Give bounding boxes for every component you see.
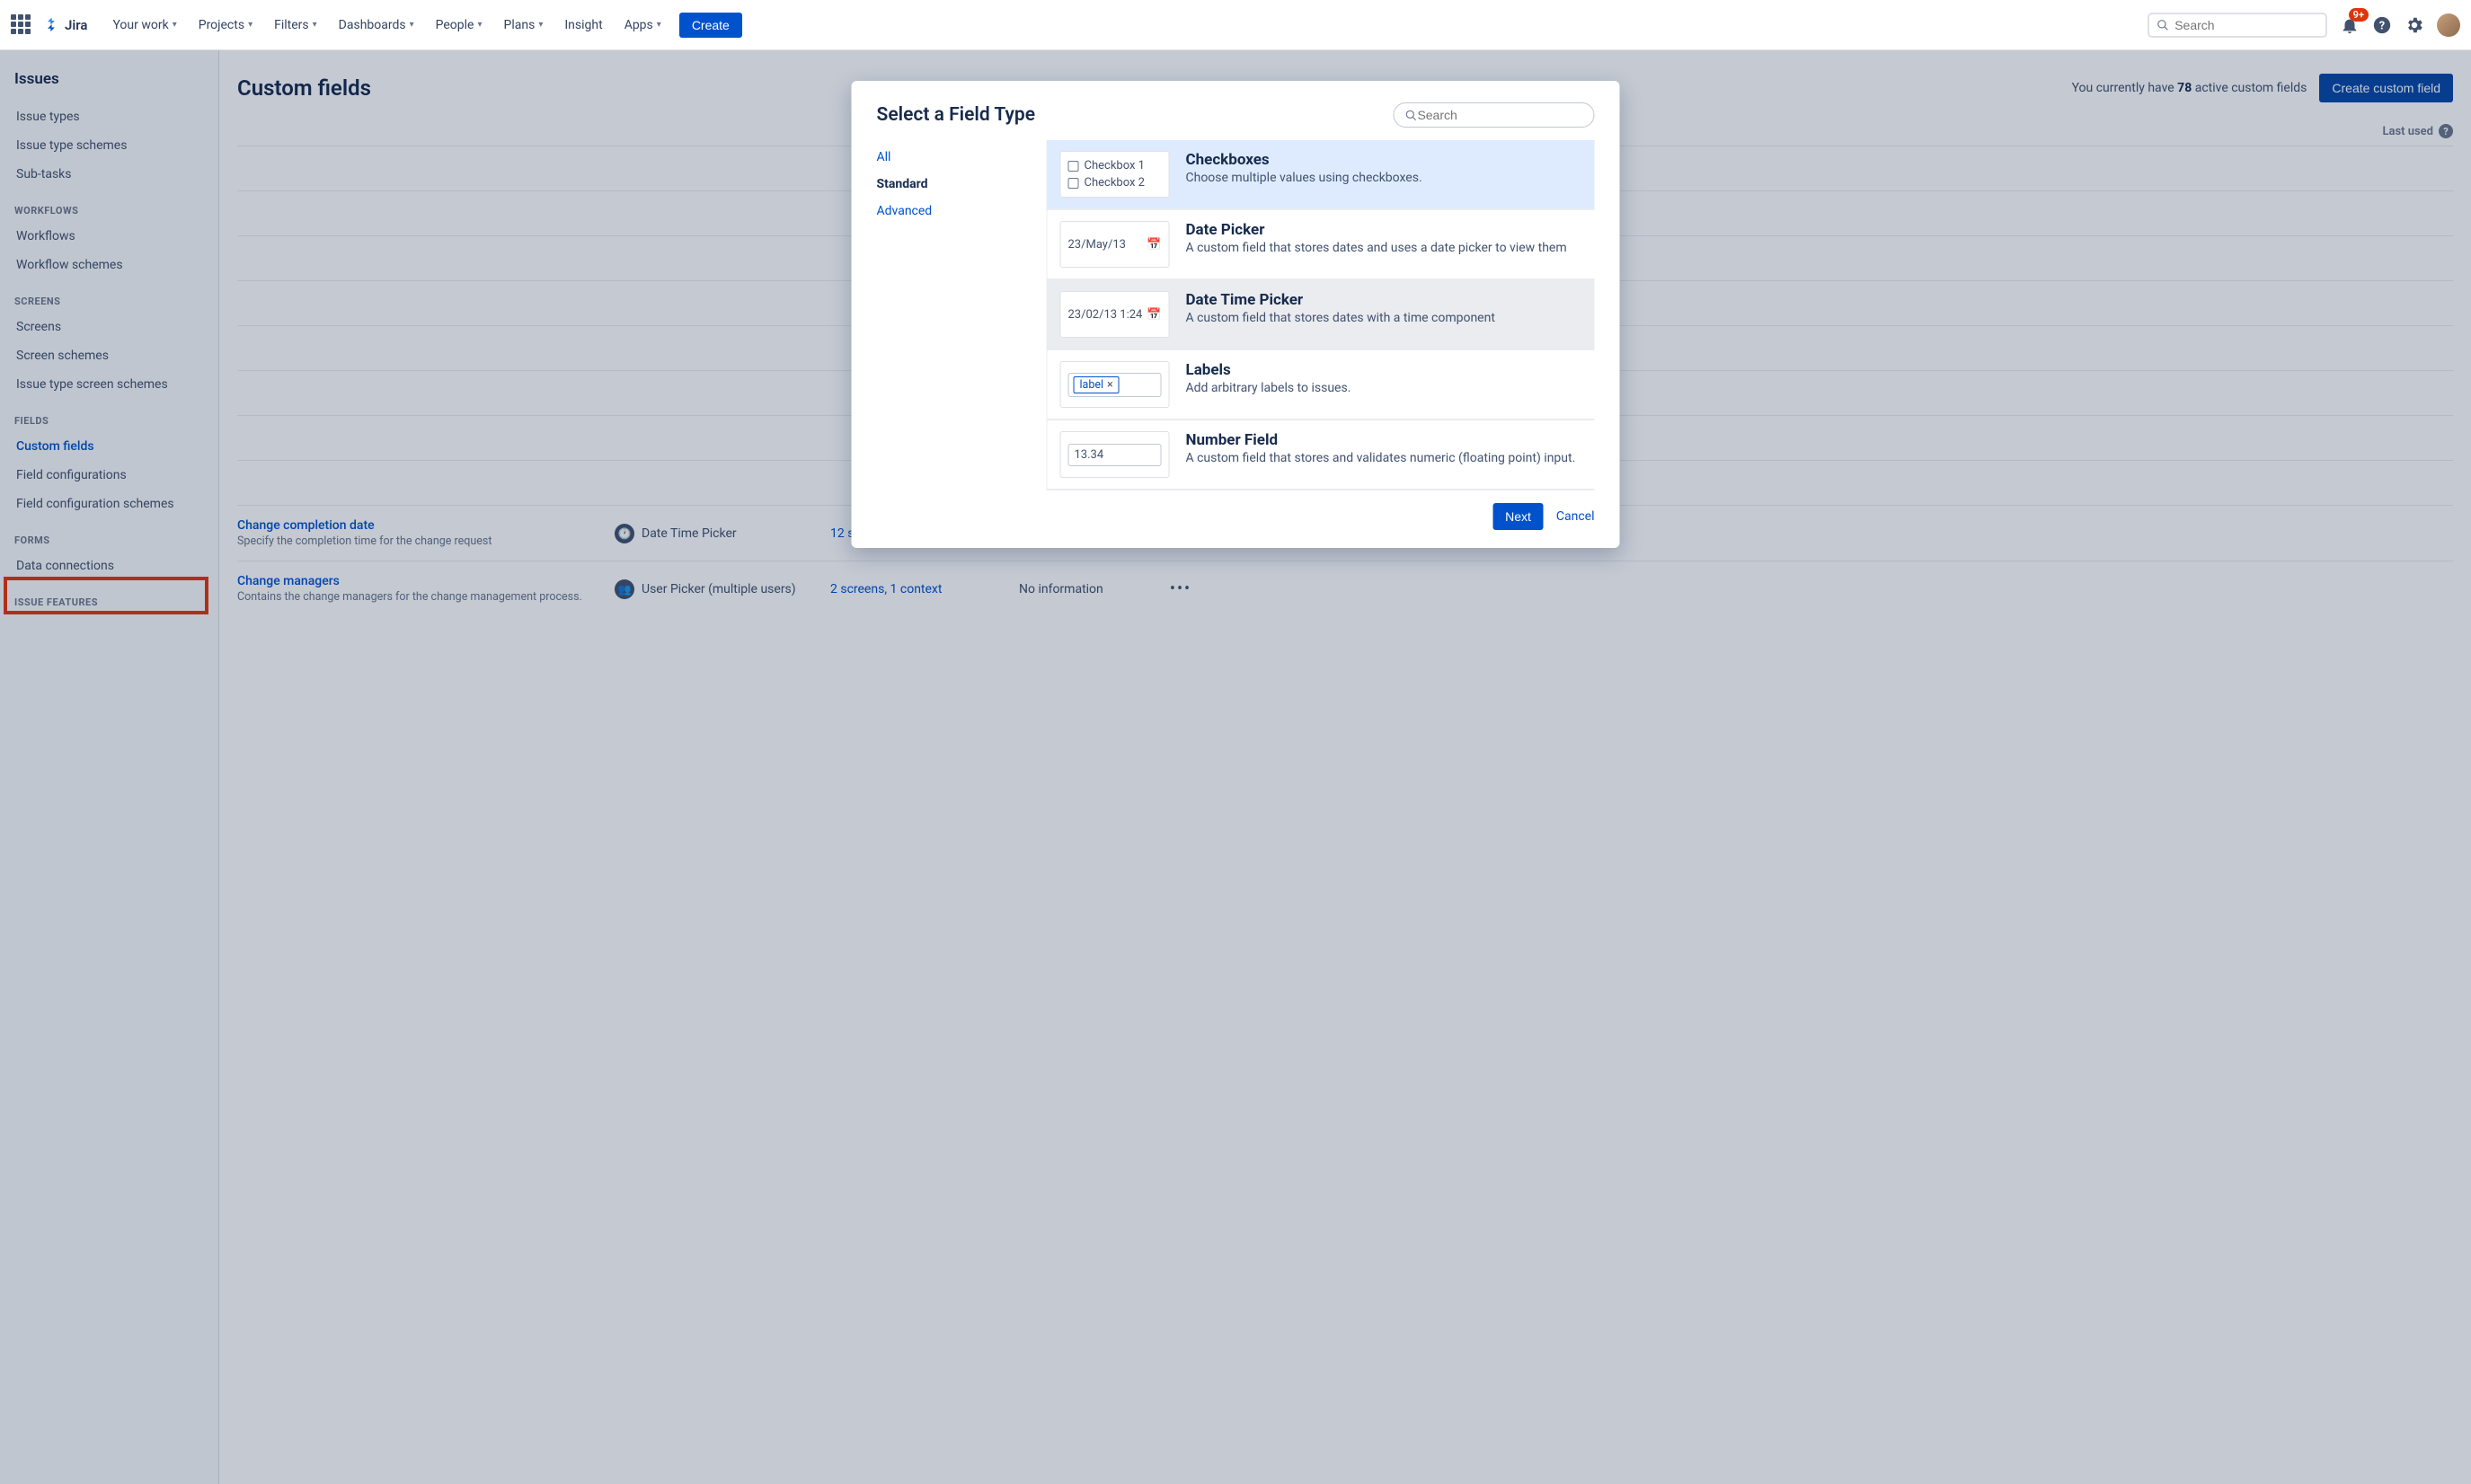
topnav-item-your-work[interactable]: Your work▾ <box>103 13 185 38</box>
chevron-down-icon: ▾ <box>248 20 252 30</box>
field-type-list: Checkbox 1Checkbox 2 Checkboxes Choose m… <box>1048 140 1595 490</box>
chevron-down-icon: ▾ <box>173 20 177 30</box>
field-type-desc: A custom field that stores dates with a … <box>1186 311 1495 325</box>
chevron-down-icon: ▾ <box>538 20 543 30</box>
field-type-option-checkboxes[interactable]: Checkbox 1Checkbox 2 Checkboxes Choose m… <box>1048 140 1595 210</box>
field-type-title: Labels <box>1186 361 1351 379</box>
global-search[interactable] <box>2148 13 2327 38</box>
jira-logo[interactable]: Jira <box>43 16 87 34</box>
modal-title: Select a Field Type <box>877 104 1036 126</box>
notif-badge: 9+ <box>2349 8 2369 22</box>
field-type-desc: A custom field that stores and validates… <box>1186 451 1576 465</box>
user-avatar[interactable] <box>2437 13 2460 37</box>
topnav-item-people[interactable]: People▾ <box>427 13 492 38</box>
app-switcher-icon[interactable] <box>11 14 32 36</box>
topnav-item-plans[interactable]: Plans▾ <box>495 13 553 38</box>
field-type-option-date-picker[interactable]: 23/May/13📅 Date Picker A custom field th… <box>1048 210 1595 280</box>
field-type-option-number-field[interactable]: 13.34 Number Field A custom field that s… <box>1048 420 1595 490</box>
field-type-option-date-time-picker[interactable]: 23/02/13 1:24📅 Date Time Picker A custom… <box>1048 280 1595 350</box>
topnav-item-filters[interactable]: Filters▾ <box>265 13 326 38</box>
topnav-right: 9+ ? <box>2340 13 2460 37</box>
field-type-modal: Select a Field Type All Standard Advance… <box>852 81 1620 548</box>
tab-standard[interactable]: Standard <box>877 171 1047 198</box>
logo-text: Jira <box>65 17 87 33</box>
tab-all[interactable]: All <box>877 144 1047 171</box>
field-preview: 23/02/13 1:24📅 <box>1060 291 1170 338</box>
field-preview: 13.34 <box>1060 431 1170 478</box>
chevron-down-icon: ▾ <box>313 20 317 30</box>
help-icon[interactable]: ? <box>2372 15 2392 35</box>
chevron-down-icon: ▾ <box>410 20 414 30</box>
field-preview: Checkbox 1Checkbox 2 <box>1060 151 1170 198</box>
remove-label-icon: × <box>1107 378 1113 392</box>
topnav-item-dashboards[interactable]: Dashboards▾ <box>330 13 423 38</box>
cancel-link[interactable]: Cancel <box>1556 509 1595 524</box>
topnav-item-projects[interactable]: Projects▾ <box>190 13 261 38</box>
modal-footer: Next Cancel <box>877 490 1595 530</box>
field-preview: label × <box>1060 361 1170 408</box>
field-type-title: Date Time Picker <box>1186 291 1495 309</box>
chevron-down-icon: ▾ <box>657 20 661 30</box>
field-preview: 23/May/13📅 <box>1060 221 1170 268</box>
field-type-title: Checkboxes <box>1186 151 1422 169</box>
search-icon <box>1405 109 1418 122</box>
tab-advanced[interactable]: Advanced <box>877 198 1047 225</box>
search-input[interactable] <box>2174 18 2318 32</box>
field-type-title: Number Field <box>1186 431 1576 449</box>
field-type-desc: Add arbitrary labels to issues. <box>1186 381 1351 395</box>
top-nav: Jira Your work▾Projects▾Filters▾Dashboar… <box>0 0 2471 50</box>
field-type-desc: A custom field that stores dates and use… <box>1186 241 1567 255</box>
jira-logo-icon <box>43 16 61 34</box>
notifications-icon[interactable]: 9+ <box>2340 15 2360 35</box>
next-button[interactable]: Next <box>1492 503 1544 530</box>
svg-text:?: ? <box>2379 19 2385 32</box>
modal-body: All Standard Advanced Checkbox 1Checkbox… <box>877 140 1595 490</box>
topnav-menu: Your work▾Projects▾Filters▾Dashboards▾Pe… <box>103 13 669 38</box>
calendar-icon: 📅 <box>1147 238 1161 252</box>
settings-icon[interactable] <box>2405 15 2424 35</box>
modal-header: Select a Field Type <box>877 102 1595 128</box>
modal-search-input[interactable] <box>1417 108 1582 122</box>
create-button[interactable]: Create <box>679 13 742 38</box>
modal-search[interactable] <box>1394 102 1595 128</box>
calendar-icon: 📅 <box>1147 308 1161 322</box>
topnav-item-apps[interactable]: Apps▾ <box>616 13 670 38</box>
field-type-desc: Choose multiple values using checkboxes. <box>1186 171 1422 185</box>
chevron-down-icon: ▾ <box>477 20 482 30</box>
topnav-item-insight[interactable]: Insight <box>555 13 611 38</box>
field-type-option-labels[interactable]: label × Labels Add arbitrary labels to i… <box>1048 350 1595 420</box>
modal-tabs: All Standard Advanced <box>877 140 1048 490</box>
search-icon <box>2157 18 2169 32</box>
field-type-title: Date Picker <box>1186 221 1567 239</box>
